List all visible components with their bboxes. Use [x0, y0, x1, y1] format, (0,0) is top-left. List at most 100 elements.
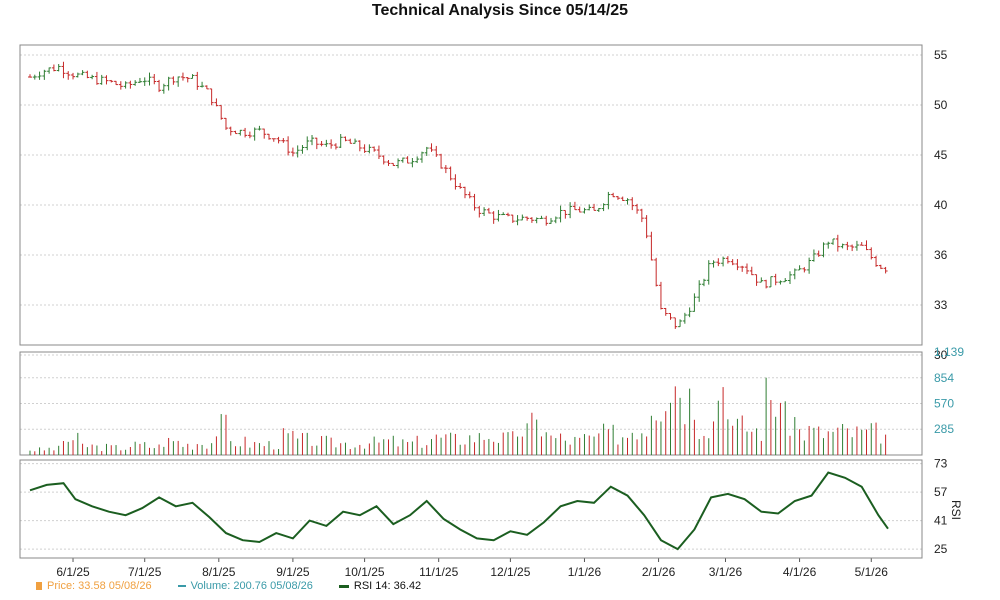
price-bar [56, 64, 61, 72]
legend-price-swatch [36, 582, 42, 590]
price-bar [329, 139, 334, 149]
price-bar [314, 137, 319, 150]
legend-rsi-swatch [338, 584, 349, 588]
price-bar [482, 207, 487, 217]
price-bar [376, 145, 381, 160]
price-bar [850, 244, 855, 252]
price-bar [639, 208, 644, 223]
grid-lines [20, 54, 922, 562]
price-bar [673, 317, 678, 329]
price-bar [252, 127, 257, 141]
price-bar [697, 280, 702, 302]
legend-volume-swatch [177, 585, 186, 587]
price-bar [137, 77, 142, 83]
price-bar [491, 211, 496, 224]
price-bar [348, 138, 353, 144]
price-bar [792, 268, 797, 280]
price-bar [233, 130, 238, 135]
price-bar [123, 81, 128, 89]
price-bar [324, 139, 329, 147]
price-bar [133, 80, 138, 86]
price-bar [51, 64, 56, 72]
price-bar [37, 71, 42, 80]
x-tick-label: 10/1/25 [345, 565, 385, 579]
price-bar [749, 266, 754, 276]
price-bar [281, 138, 286, 143]
price-bar [486, 207, 491, 214]
price-bar [754, 274, 759, 286]
x-tick-label: 9/1/25 [276, 565, 310, 579]
price-bar [214, 98, 219, 107]
price-bar [238, 129, 243, 136]
price-bar [200, 81, 205, 88]
price-bar [75, 72, 80, 78]
price-bar [429, 143, 434, 152]
price-bar [152, 74, 157, 85]
price-bar [682, 312, 687, 324]
price-bar [563, 209, 568, 219]
price-bar [802, 267, 807, 273]
price-bar [257, 125, 262, 131]
legend-volume-label: Volume: 200.76 05/08/26 [190, 580, 313, 592]
price-bar [835, 234, 840, 252]
price-bar [80, 70, 85, 76]
volume-tick-label: 854 [934, 371, 954, 385]
price-bar [32, 74, 37, 80]
price-bar [854, 240, 859, 251]
price-bar [61, 61, 66, 79]
price-bar [764, 279, 769, 289]
price-bar [568, 202, 573, 219]
price-bar [816, 250, 821, 257]
price-tick-label: 33 [934, 298, 948, 312]
price-bar [171, 76, 176, 85]
price-bar [114, 80, 119, 86]
price-tick-label: 50 [934, 98, 948, 112]
price-bar [66, 71, 71, 80]
x-tick-label: 1/1/26 [568, 565, 602, 579]
x-tick-label: 2/1/26 [642, 565, 676, 579]
price-bar [740, 265, 745, 272]
price-bar [467, 191, 472, 199]
price-bar [443, 165, 448, 174]
price-bar [625, 198, 630, 205]
price-bar [592, 203, 597, 211]
price-bar [266, 133, 271, 140]
legend: Price: 33.58 05/08/26 Volume: 200.76 05/… [36, 580, 421, 592]
price-bar [90, 74, 95, 80]
price-bar [845, 241, 850, 251]
price-bar [525, 216, 530, 221]
price-bar [721, 256, 726, 267]
price-bar [744, 263, 749, 275]
rsi-line [29, 471, 889, 551]
price-bar [128, 80, 133, 89]
volume-tick-label: 570 [934, 396, 954, 410]
price-bar [840, 243, 845, 249]
price-bar [71, 72, 76, 80]
price-bar [228, 126, 233, 136]
price-bar [553, 216, 558, 224]
price-bar [549, 217, 554, 224]
price-bar [405, 156, 410, 164]
price-bar [496, 209, 501, 222]
price-bar [544, 215, 549, 226]
price-bar [353, 138, 358, 144]
price-bar [658, 281, 663, 310]
price-bar [180, 72, 185, 81]
x-tick-label: 6/1/25 [56, 565, 90, 579]
volume-panel-frame [19, 351, 923, 456]
x-tick-label: 3/1/26 [709, 565, 743, 579]
price-bar [391, 162, 396, 167]
price-bar [262, 128, 267, 139]
price-bar [711, 260, 716, 268]
price-bar [505, 212, 510, 217]
price-bar [99, 74, 104, 85]
price-bar [477, 205, 482, 218]
price-bar [338, 134, 343, 148]
chart-title: Technical Analysis Since 05/14/25 [371, 2, 629, 19]
price-bar [396, 158, 401, 169]
price-bar [85, 70, 90, 79]
price-bar [869, 247, 874, 260]
price-bar [725, 256, 730, 264]
price-bar [788, 271, 793, 284]
x-tick-label: 12/1/25 [490, 565, 530, 579]
